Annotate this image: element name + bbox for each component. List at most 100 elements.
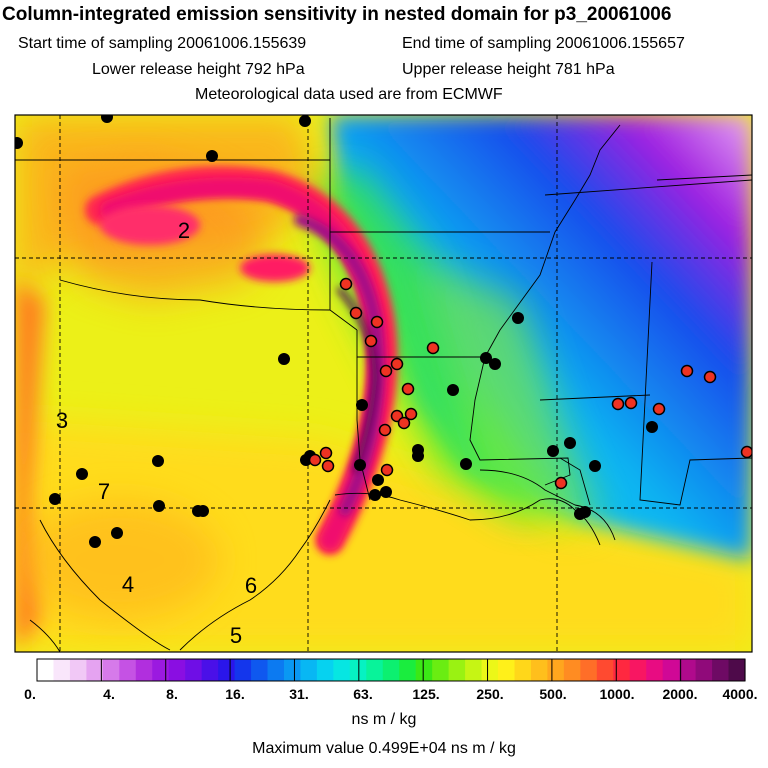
colorbar-swatch (218, 659, 236, 681)
station-marker-black (89, 536, 101, 548)
station-marker-black (512, 312, 524, 324)
station-marker-red (740, 445, 752, 459)
station-markers (15, 115, 752, 548)
region-label-5: 5 (229, 623, 243, 648)
station-marker-red (379, 364, 393, 378)
station-marker-red (364, 334, 378, 348)
colorbar (36, 658, 746, 682)
colorbar-label-4: 31. (289, 686, 309, 702)
station-marker-red (390, 357, 404, 371)
colorbar-swatch (662, 659, 680, 681)
state-boundaries (15, 118, 752, 541)
maximum-value-text: Maximum value 0.499E+04 ns m / kg (252, 740, 516, 757)
colorbar-swatch (498, 659, 516, 681)
colorbar-swatch (333, 659, 351, 681)
colorbar-swatch (695, 659, 713, 681)
colorbar-label-7: 250. (476, 686, 504, 702)
map-frame (14, 114, 753, 653)
colorbar-swatch (399, 659, 417, 681)
colorbar-swatch (185, 659, 203, 681)
station-marker-black (447, 384, 459, 396)
colorbar-swatch (152, 659, 170, 681)
page-title: Column-integrated emission sensitivity i… (2, 4, 672, 25)
station-marker-black (49, 493, 61, 505)
station-marker-black (372, 474, 384, 486)
station-marker-black (460, 458, 472, 470)
station-marker-red (554, 476, 568, 490)
lat-lon-grid (15, 115, 752, 652)
colorbar-label-5: 63. (353, 686, 373, 702)
station-marker-red (624, 396, 638, 410)
lower-release-text: Lower release height 792 hPa (92, 61, 305, 78)
colorbar-label-3: 16. (225, 686, 245, 702)
sensitivity-field (15, 115, 752, 652)
colorbar-swatch (382, 659, 400, 681)
met-data-text: Meteorological data used are from ECMWF (195, 86, 503, 103)
colorbar-label-6: 125. (412, 686, 440, 702)
station-marker-red (652, 402, 666, 416)
station-marker-black (15, 137, 23, 149)
end-time-text: End time of sampling 20061006.155657 (402, 35, 685, 52)
station-marker-red (380, 463, 394, 477)
colorbar-swatch (283, 659, 302, 681)
station-marker-red (401, 382, 415, 396)
station-marker-red (370, 315, 384, 329)
colorbar-swatch (563, 659, 581, 681)
colorbar-swatch (646, 659, 664, 681)
colorbar-swatch (481, 659, 499, 681)
station-marker-black (564, 437, 576, 449)
colorbar-label-11: 4000. (722, 686, 758, 702)
region-label-2: 2 (177, 218, 191, 243)
station-marker-black (278, 353, 290, 365)
colorbar-swatch (69, 659, 87, 681)
colorbar-swatch (547, 659, 565, 681)
station-marker-black (589, 460, 601, 472)
station-marker-black (299, 115, 311, 127)
station-marker-red (426, 341, 440, 355)
colorbar-swatch (102, 659, 120, 681)
colorbar-label-1: 4. (103, 686, 115, 702)
station-marker-red (378, 423, 392, 437)
colorbar-label-8: 500. (539, 686, 567, 702)
station-marker-black (76, 468, 88, 480)
colorbar-swatch (679, 659, 697, 681)
colorbar-swatch (168, 659, 186, 681)
station-marker-black (152, 455, 164, 467)
colorbar-swatch (53, 659, 71, 681)
station-marker-black (300, 454, 312, 466)
station-marker-black (579, 506, 591, 518)
colorbar-units: ns m / kg (351, 711, 417, 728)
station-marker-black (380, 486, 392, 498)
colorbar-label-2: 8. (166, 686, 178, 702)
colorbar-swatch (86, 659, 104, 681)
colorbar-swatch (37, 659, 55, 681)
station-marker-black (646, 421, 658, 433)
station-marker-black (111, 527, 123, 539)
colorbar-swatch (300, 659, 318, 681)
upper-release-text: Upper release height 781 hPa (402, 61, 615, 78)
colorbar-frame (36, 658, 746, 682)
colorbar-swatch (432, 659, 450, 681)
colorbar-swatch (613, 659, 631, 681)
station-marker-black (547, 445, 559, 457)
region-label-4: 4 (121, 572, 135, 597)
colorbar-swatch (596, 659, 614, 681)
region-label-3: 3 (55, 408, 69, 433)
colorbar-swatch (135, 659, 153, 681)
colorbar-swatch (201, 659, 219, 681)
colorbar-swatch (728, 659, 746, 681)
colorbar-swatch (234, 659, 252, 681)
colorbar-swatch (366, 659, 384, 681)
colorbar-swatch (316, 659, 334, 681)
colorbar-swatch (267, 659, 285, 681)
station-marker-red (319, 446, 333, 460)
station-marker-red (404, 407, 418, 421)
station-marker-black (489, 358, 501, 370)
colorbar-swatch (415, 659, 433, 681)
station-marker-red (308, 453, 322, 467)
station-marker-red (321, 459, 335, 473)
station-marker-red (349, 306, 363, 320)
colorbar-swatch (251, 659, 269, 681)
colorbar-swatch (465, 659, 483, 681)
